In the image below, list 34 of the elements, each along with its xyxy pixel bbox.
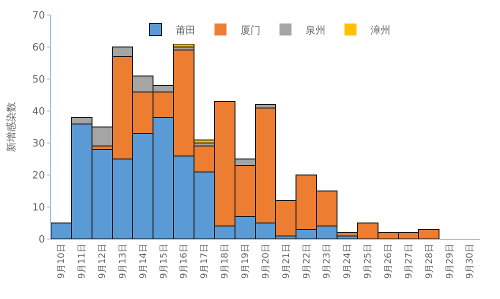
x-tick-label: 9月20日 bbox=[261, 244, 272, 279]
x-tick-label: 9月13日 bbox=[118, 244, 128, 279]
x-tick-label: 9月30日 bbox=[466, 244, 476, 279]
x-tick-label: 9月28日 bbox=[424, 244, 435, 279]
x-tick-label: 9月29日 bbox=[445, 244, 456, 279]
x-tick-label: 9月22日 bbox=[302, 244, 312, 279]
y-tick-label: 10 bbox=[32, 202, 45, 214]
x-tick-label: 9月17日 bbox=[200, 244, 210, 279]
y-tick-label: 70 bbox=[32, 10, 45, 22]
y-tick-label: 40 bbox=[32, 106, 45, 118]
legend-label: 漳州 bbox=[370, 24, 390, 36]
y-axis-title: 新增感染数 bbox=[5, 102, 18, 152]
x-tick-label: 9月27日 bbox=[404, 244, 414, 279]
x-tick-label: 9月18日 bbox=[220, 244, 231, 279]
x-tick-label: 9月26日 bbox=[384, 244, 394, 279]
x-tick-label: 9月25日 bbox=[364, 244, 374, 279]
x-tick-label: 9月16日 bbox=[180, 244, 190, 279]
y-tick-label: 20 bbox=[32, 170, 45, 182]
legend-label: 莆田 bbox=[176, 24, 196, 36]
x-tick-label: 9月21日 bbox=[282, 244, 292, 279]
x-tick-label: 9月10日 bbox=[57, 244, 68, 279]
x-tick-label: 9月14日 bbox=[138, 244, 149, 279]
x-tick-label: 9月12日 bbox=[98, 244, 108, 279]
y-tick-label: 60 bbox=[32, 42, 45, 54]
y-tick-label: 30 bbox=[32, 138, 45, 150]
x-tick-label: 9月23日 bbox=[322, 244, 333, 279]
x-tick-label: 9月19日 bbox=[240, 244, 251, 279]
legend-label: 厦门 bbox=[240, 24, 260, 36]
legend-label: 泉州 bbox=[306, 24, 326, 36]
x-tick-label: 9月15日 bbox=[159, 244, 170, 279]
x-tick-label: 9月24日 bbox=[343, 244, 354, 279]
y-tick-label: 0 bbox=[38, 234, 45, 246]
x-tick-label: 9月11日 bbox=[78, 244, 88, 279]
y-tick-label: 50 bbox=[32, 74, 45, 86]
